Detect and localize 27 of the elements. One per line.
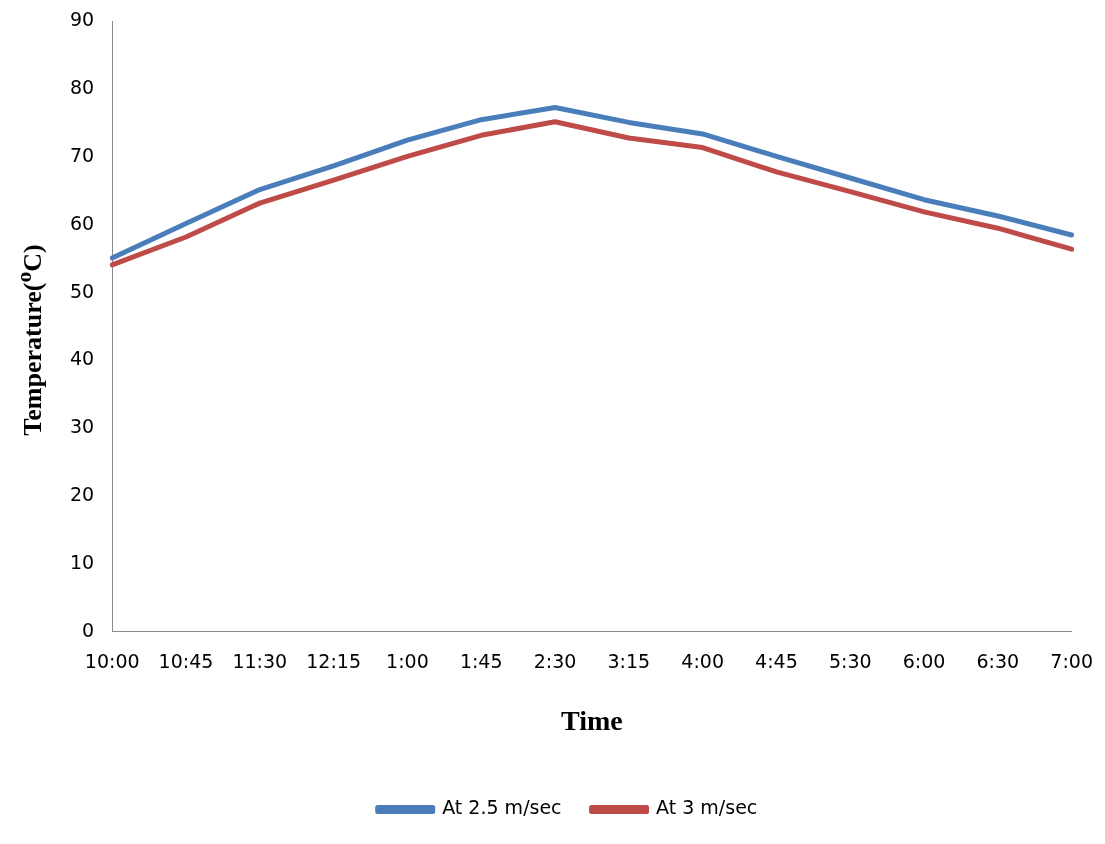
y-tick-label: 40 [69,347,95,370]
x-tick-label: 1:45 [459,649,503,672]
y-tick-label: 80 [69,76,95,99]
y-tick-label: 50 [69,279,95,302]
y-tick-label: 90 [69,8,95,31]
y-tick-label: 20 [69,482,95,505]
x-tick-label: 5:30 [828,649,872,672]
x-tick-label: 4:45 [755,649,798,672]
x-tick-label: 10:45 [158,649,214,672]
x-tick-label: 6:00 [902,649,946,672]
x-tick-label: 2:30 [533,649,577,672]
y-tick-label: 10 [69,550,95,573]
x-tick-label: 11:30 [232,649,288,672]
y-tick-label: 70 [69,143,95,166]
legend-label: At 2.5 m/sec [442,796,562,819]
x-tick-label: 1:00 [386,649,429,672]
x-axis-title: Time [561,705,623,737]
y-tick-label: 60 [69,211,95,234]
x-tick-label: 7:00 [1050,649,1093,672]
legend-label: At 3 m/sec [656,796,758,819]
x-tick-label: 3:15 [607,649,651,672]
x-tick-label: 12:15 [306,649,361,672]
y-tick-label: 0 [82,618,95,641]
x-tick-label: 6:30 [976,649,1020,672]
y-tick-label: 30 [69,415,95,438]
x-tick-label: 10:00 [84,649,140,672]
x-tick-label: 4:00 [681,649,724,672]
